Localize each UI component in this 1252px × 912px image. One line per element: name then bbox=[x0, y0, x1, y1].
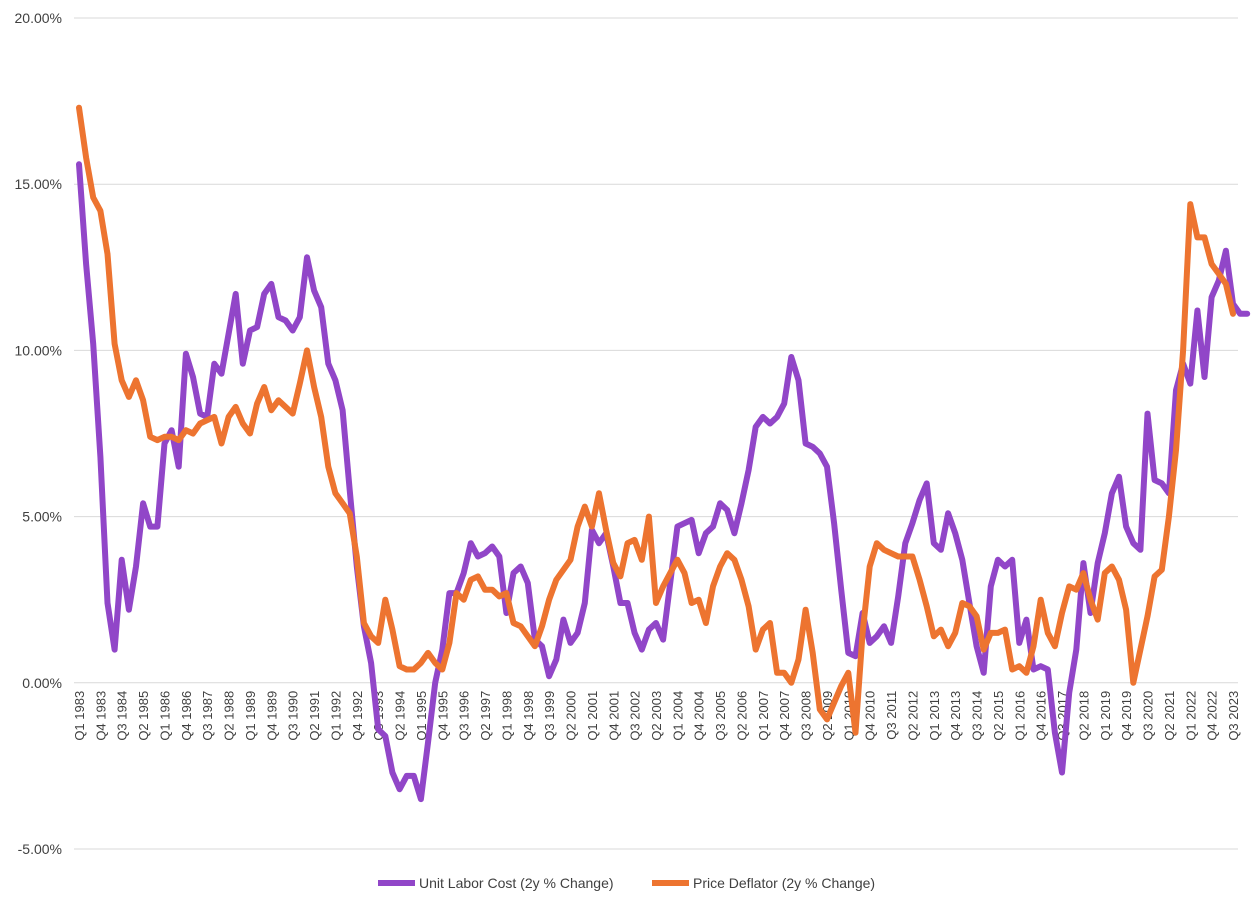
x-tick-label: Q1 2007 bbox=[756, 691, 771, 741]
series-line-price-deflator bbox=[76, 104, 1236, 736]
x-tick-label: Q1 1986 bbox=[157, 691, 172, 741]
x-tick-label: Q3 1984 bbox=[115, 691, 130, 741]
x-tick-label: Q2 2003 bbox=[649, 691, 664, 741]
x-tick-label: Q4 1992 bbox=[350, 691, 365, 741]
x-tick-label: Q2 2015 bbox=[991, 691, 1006, 741]
y-tick-label: -5.00% bbox=[18, 841, 62, 857]
x-tick-label: Q3 1990 bbox=[286, 691, 301, 741]
x-tick-label: Q4 2022 bbox=[1205, 691, 1220, 741]
x-tick-label: Q3 1999 bbox=[542, 691, 557, 741]
x-tick-label: Q3 2023 bbox=[1226, 691, 1241, 741]
x-tick-label: Q2 1985 bbox=[136, 691, 151, 741]
x-tick-label: Q2 1988 bbox=[222, 691, 237, 741]
x-tick-label: Q4 2016 bbox=[1034, 691, 1049, 741]
series-line-unit-labor-cost bbox=[76, 161, 1251, 803]
x-tick-label: Q3 1987 bbox=[200, 691, 215, 741]
x-tick-label: Q1 2022 bbox=[1183, 691, 1198, 741]
x-tick-label: Q1 2004 bbox=[670, 691, 685, 741]
x-tick-label: Q1 2001 bbox=[585, 691, 600, 741]
x-tick-label: Q1 2016 bbox=[1012, 691, 1027, 741]
x-tick-label: Q2 2012 bbox=[905, 691, 920, 741]
x-tick-label: Q3 1996 bbox=[457, 691, 472, 741]
x-tick-label: Q3 2014 bbox=[970, 691, 985, 741]
legend-label-price-deflator: Price Deflator (2y % Change) bbox=[693, 875, 875, 891]
y-tick-label: 5.00% bbox=[22, 509, 62, 525]
x-tick-label: Q1 1989 bbox=[243, 691, 258, 741]
x-tick-label: Q2 1997 bbox=[478, 691, 493, 741]
x-tick-label: Q2 1991 bbox=[307, 691, 322, 741]
x-tick-label: Q1 1992 bbox=[328, 691, 343, 741]
y-tick-label: 0.00% bbox=[22, 675, 62, 691]
x-tick-label: Q3 2020 bbox=[1141, 691, 1156, 741]
grid-lines bbox=[74, 17, 1238, 850]
x-tick-label: Q4 2001 bbox=[606, 691, 621, 741]
x-tick-label: Q3 2011 bbox=[884, 691, 899, 740]
legend-label-unit-labor-cost: Unit Labor Cost (2y % Change) bbox=[419, 875, 614, 891]
x-tick-label: Q1 2019 bbox=[1098, 691, 1113, 741]
x-tick-label: Q4 2010 bbox=[863, 691, 878, 741]
x-tick-label: Q4 1998 bbox=[521, 691, 536, 741]
y-tick-label: 10.00% bbox=[15, 342, 62, 358]
y-tick-label: 15.00% bbox=[15, 176, 62, 192]
x-tick-label: Q4 2007 bbox=[777, 691, 792, 741]
x-tick-label: Q4 1995 bbox=[435, 691, 450, 741]
x-tick-label: Q3 2005 bbox=[713, 691, 728, 741]
x-tick-label: Q4 1989 bbox=[264, 691, 279, 741]
x-tick-label: Q1 1995 bbox=[414, 691, 429, 741]
x-tick-label: Q3 2008 bbox=[799, 691, 814, 741]
x-tick-label: Q2 2021 bbox=[1162, 691, 1177, 741]
x-tick-label: Q3 2002 bbox=[628, 691, 643, 741]
x-tick-label: Q1 1998 bbox=[499, 691, 514, 741]
x-tick-label: Q4 2013 bbox=[948, 691, 963, 741]
x-tick-label: Q1 2013 bbox=[927, 691, 942, 741]
x-tick-label: Q2 2006 bbox=[734, 691, 749, 741]
series-lines bbox=[76, 104, 1251, 803]
y-axis-tick-labels: 20.00% 15.00% 10.00% 5.00% 0.00% -5.00% bbox=[15, 10, 62, 857]
x-tick-label: Q1 1983 bbox=[72, 691, 87, 741]
x-tick-label: Q2 2018 bbox=[1076, 691, 1091, 741]
x-tick-label: Q2 2000 bbox=[564, 691, 579, 741]
x-tick-label: Q4 2004 bbox=[692, 691, 707, 741]
y-tick-label: 20.00% bbox=[15, 10, 62, 26]
x-tick-label: Q4 1983 bbox=[93, 691, 108, 741]
x-tick-label: Q2 1994 bbox=[393, 691, 408, 741]
x-tick-label: Q4 2019 bbox=[1119, 691, 1134, 741]
legend: Unit Labor Cost (2y % Change) Price Defl… bbox=[378, 875, 875, 891]
x-tick-label: Q4 1986 bbox=[179, 691, 194, 741]
